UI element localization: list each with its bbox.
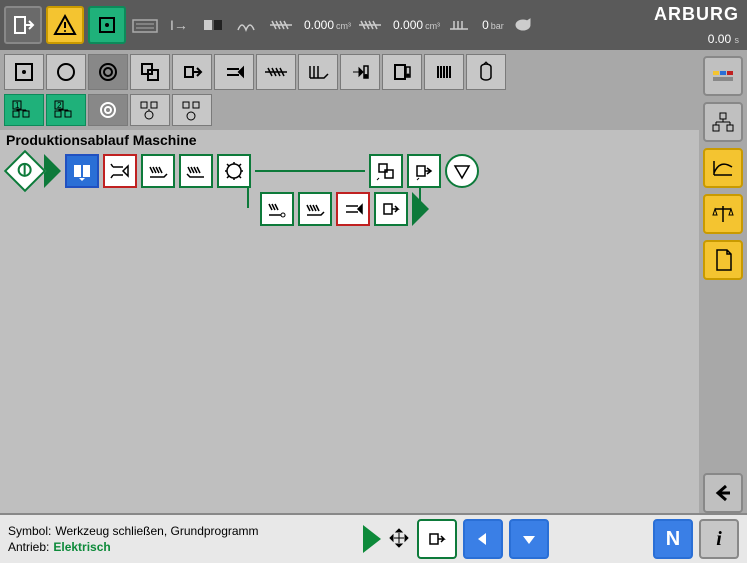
hdr-btn-warning[interactable] bbox=[46, 6, 84, 44]
footer-btn-info[interactable]: i bbox=[699, 519, 739, 559]
section-title: Produktionsablauf Maschine bbox=[0, 130, 699, 150]
footer-i-label: i bbox=[716, 528, 722, 551]
hdr-right-unit: s bbox=[735, 35, 740, 45]
flow-node-start[interactable] bbox=[4, 150, 46, 192]
footer-text: Symbol: Werkzeug schließen, Grundprogram… bbox=[8, 523, 259, 555]
toolbar-1 bbox=[0, 50, 699, 94]
hdr-value-1: 0.000 cm³ bbox=[304, 18, 351, 32]
footer-btn-down[interactable] bbox=[509, 519, 549, 559]
flow-node-close-tool[interactable] bbox=[65, 154, 99, 188]
hdr-icon-screw1 bbox=[266, 13, 296, 37]
flow-node-3[interactable] bbox=[103, 154, 137, 188]
flow-row-2 bbox=[260, 192, 689, 226]
svg-text:2: 2 bbox=[57, 101, 62, 110]
footer-symbol-label: Symbol: bbox=[8, 523, 51, 539]
side-btn-tree[interactable] bbox=[703, 102, 743, 142]
flow-conn-long bbox=[255, 170, 365, 172]
flow-node-b2[interactable] bbox=[298, 192, 332, 226]
hdr-icon-keyboard bbox=[130, 13, 160, 37]
tb1-btn-6[interactable] bbox=[214, 54, 254, 90]
side-btn-graph1[interactable] bbox=[703, 148, 743, 188]
flow-node-6[interactable] bbox=[217, 154, 251, 188]
footer-btn-box[interactable] bbox=[417, 519, 457, 559]
sidebar bbox=[699, 50, 747, 513]
footer-antrieb-value: Elektrisch bbox=[53, 539, 110, 555]
tb2-btn-3-active[interactable] bbox=[88, 94, 128, 126]
flow-node-b3[interactable] bbox=[336, 192, 370, 226]
flow-node-b1[interactable] bbox=[260, 192, 294, 226]
hdr-value-3-num: 0 bbox=[482, 18, 489, 32]
footer-play-icon[interactable] bbox=[363, 525, 381, 553]
tb1-btn-3-active[interactable] bbox=[88, 54, 128, 90]
hdr-value-2: 0.000 cm³ bbox=[393, 18, 440, 32]
footer-btn-n[interactable]: N bbox=[653, 519, 693, 559]
flow-node-b4[interactable] bbox=[374, 192, 408, 226]
hdr-value-2-unit: cm³ bbox=[425, 21, 440, 31]
flow-arrow-b bbox=[412, 192, 429, 226]
side-btn-back[interactable] bbox=[703, 473, 743, 513]
hdr-value-1-unit: cm³ bbox=[336, 21, 351, 31]
tb1-btn-12[interactable] bbox=[466, 54, 506, 90]
flow-node-7[interactable] bbox=[369, 154, 403, 188]
footer-antrieb-label: Antrieb: bbox=[8, 539, 49, 555]
hdr-icon-inject: I→ bbox=[164, 13, 194, 37]
side-btn-palette[interactable] bbox=[703, 56, 743, 96]
flow-node-end[interactable] bbox=[445, 154, 479, 188]
tb1-btn-2[interactable] bbox=[46, 54, 86, 90]
tb1-btn-1[interactable] bbox=[4, 54, 44, 90]
hdr-btn-exit[interactable] bbox=[4, 6, 42, 44]
side-btn-doc[interactable] bbox=[703, 240, 743, 280]
hdr-value-3: 0 bar bbox=[482, 18, 504, 32]
hdr-value-3-unit: bar bbox=[491, 21, 504, 31]
hdr-icon-cycle bbox=[508, 13, 538, 37]
tb2-btn-5[interactable] bbox=[172, 94, 212, 126]
toolbar-2: 1 2 bbox=[0, 94, 699, 130]
flow-row-1 bbox=[10, 154, 689, 188]
tb1-btn-8[interactable] bbox=[298, 54, 338, 90]
tb1-btn-7[interactable] bbox=[256, 54, 296, 90]
hdr-icon-pressure bbox=[444, 13, 474, 37]
flow-node-5[interactable] bbox=[179, 154, 213, 188]
hdr-icon-screw2 bbox=[355, 13, 385, 37]
flow-arrow-1 bbox=[44, 154, 61, 188]
footer-right: N i bbox=[653, 519, 739, 559]
hdr-btn-record[interactable] bbox=[88, 6, 126, 44]
main-area: 1 2 Produktionsablauf Maschine bbox=[0, 50, 747, 513]
footer-n-label: N bbox=[666, 528, 680, 551]
header-bar: I→ 0.000 cm³ 0.000 cm³ 0 bar ARBURG 0.00… bbox=[0, 0, 747, 50]
hdr-value-1-num: 0.000 bbox=[304, 18, 334, 32]
hdr-right-num: 0.00 bbox=[708, 32, 731, 46]
tb2-btn-2[interactable]: 2 bbox=[46, 94, 86, 126]
footer-mid bbox=[267, 519, 645, 559]
hdr-icon-mold bbox=[198, 13, 228, 37]
svg-text:1: 1 bbox=[15, 101, 20, 110]
hdr-value-2-num: 0.000 bbox=[393, 18, 423, 32]
flow-node-4[interactable] bbox=[141, 154, 175, 188]
flowchart-area bbox=[0, 150, 699, 513]
footer-bar: Symbol: Werkzeug schließen, Grundprogram… bbox=[0, 513, 747, 563]
hdr-right-value: 0.00 s bbox=[708, 32, 739, 46]
tb1-btn-4[interactable] bbox=[130, 54, 170, 90]
tb1-btn-11[interactable] bbox=[424, 54, 464, 90]
tb2-btn-1[interactable]: 1 bbox=[4, 94, 44, 126]
footer-btn-left[interactable] bbox=[463, 519, 503, 559]
tb1-btn-5[interactable] bbox=[172, 54, 212, 90]
tb1-btn-10[interactable] bbox=[382, 54, 422, 90]
brand-logo: ARBURG bbox=[654, 4, 739, 25]
flow-node-8[interactable] bbox=[407, 154, 441, 188]
content-column: 1 2 Produktionsablauf Maschine bbox=[0, 50, 699, 513]
hdr-icon-wave bbox=[232, 13, 262, 37]
footer-symbol-value: Werkzeug schließen, Grundprogramm bbox=[55, 523, 258, 539]
side-btn-balance[interactable] bbox=[703, 194, 743, 234]
tb2-btn-4[interactable] bbox=[130, 94, 170, 126]
tb1-btn-9[interactable] bbox=[340, 54, 380, 90]
footer-move-icon[interactable] bbox=[387, 526, 411, 553]
